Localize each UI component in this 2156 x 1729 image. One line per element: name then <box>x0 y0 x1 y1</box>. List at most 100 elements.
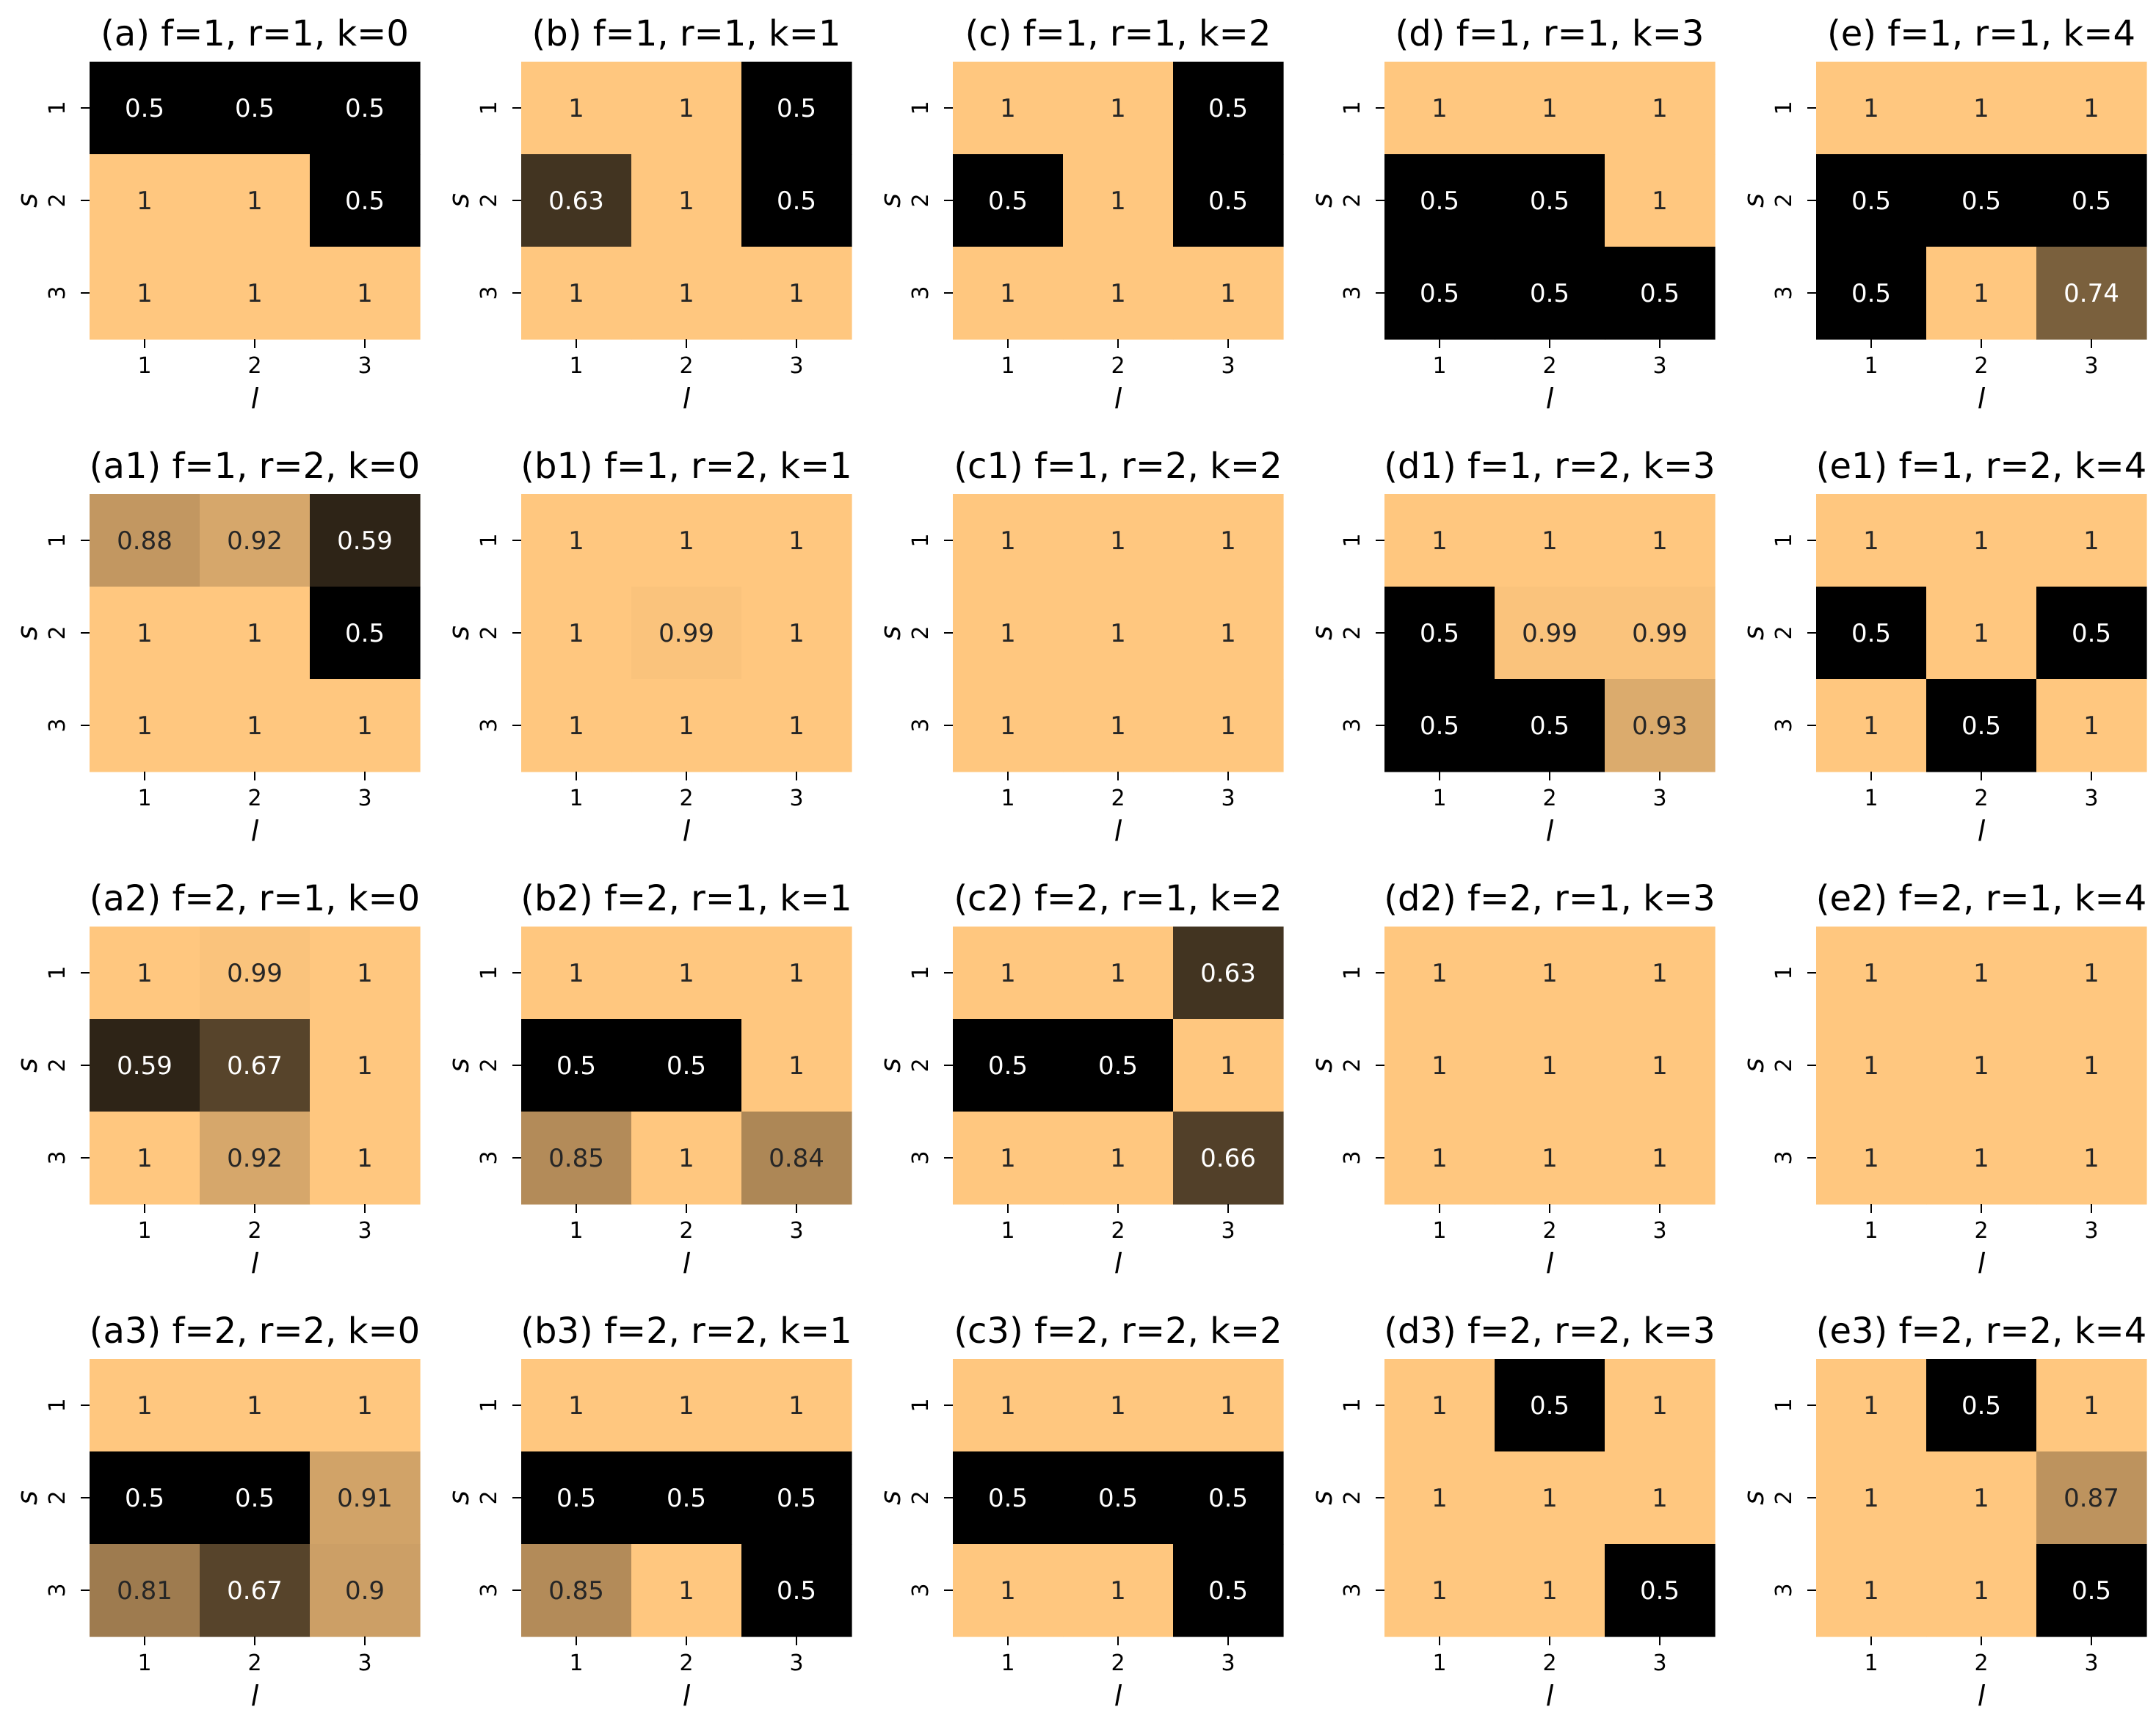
cell-value-label: 1 <box>678 279 694 308</box>
heatmap-cell <box>1926 927 2037 1020</box>
heatmap-cell <box>953 1019 1064 1112</box>
heatmap-cell <box>953 1359 1064 1452</box>
x-tick-label: 3 <box>2084 353 2098 379</box>
heatmap-cell <box>310 1112 421 1205</box>
cell-value-label: 0.5 <box>345 619 385 648</box>
y-tick-label: 2 <box>1340 1490 1365 1504</box>
heatmap-cell <box>521 587 632 680</box>
y-tick-label: 2 <box>476 1058 502 1072</box>
heatmap-cell <box>200 1451 311 1545</box>
cell-value-label: 1 <box>1542 94 1558 123</box>
x-tick-label: 3 <box>1652 1650 1666 1676</box>
heatmap-cell <box>200 62 311 155</box>
x-axis-label: l <box>1546 1680 1554 1712</box>
cell-value-label: 1 <box>357 1391 373 1421</box>
heatmap-cell <box>953 1544 1064 1637</box>
x-tick-label: 2 <box>679 1218 693 1244</box>
cell-value-label: 1 <box>1431 94 1448 123</box>
panel-title: (e2) f=2, r=1, k=4 <box>1816 878 2147 919</box>
panel-title: (e3) f=2, r=2, k=4 <box>1816 1311 2147 1352</box>
heatmap-cell <box>2036 1359 2147 1452</box>
cell-value-label: 1 <box>1652 186 1668 216</box>
x-tick-label: 1 <box>137 353 151 379</box>
y-tick-label: 1 <box>476 533 502 547</box>
heatmap-cell <box>741 494 852 587</box>
heatmap-panel: (a3) f=2, r=2, k=01 1 10.5 0.5 0.910.81 0.67 0… <box>11 1311 421 1712</box>
heatmap-cell <box>310 154 421 247</box>
y-tick-label: 2 <box>1771 1490 1797 1504</box>
heatmap-cell <box>741 927 852 1020</box>
heatmap-cell <box>2036 1112 2147 1205</box>
heatmap-cell <box>1384 679 1495 772</box>
panels: (a) f=1, r=1, k=0 0.5 0.5 0.5 1 1 0.5 1 1 1 1 2 3 1 2 3… <box>11 13 2147 1712</box>
cell-value-label: 1 <box>137 279 153 308</box>
heatmap-cell <box>200 587 311 680</box>
cell-value-label: 0.5 <box>667 1484 706 1513</box>
panel-title: (b3) f=2, r=2, k=1 <box>520 1311 852 1352</box>
heatmap-cell <box>1384 247 1495 340</box>
heatmap-cell <box>631 1112 742 1205</box>
heatmap-cell <box>631 587 742 680</box>
cell-value-label: 1 <box>1863 711 1879 741</box>
heatmap-cell <box>1926 247 2037 340</box>
y-tick-label: 2 <box>1771 1058 1797 1072</box>
cell-value-label: 1 <box>568 1391 584 1421</box>
heatmap-cell <box>90 154 200 247</box>
heatmap-cell <box>521 154 632 247</box>
heatmap-cell <box>953 587 1064 680</box>
cell-value-label: 0.5 <box>125 94 164 123</box>
y-axis-label: s <box>874 1058 907 1073</box>
heatmap-cell <box>521 1019 632 1112</box>
heatmap-cell <box>1063 62 1174 155</box>
cell-value-label: 0.63 <box>548 186 604 216</box>
heatmap-cell <box>631 927 742 1020</box>
heatmap-cell <box>741 1544 852 1637</box>
y-tick-label: 3 <box>476 286 502 300</box>
heatmap-cell <box>200 927 311 1020</box>
y-tick-label: 2 <box>45 193 70 207</box>
cell-value-label: 1 <box>137 619 153 648</box>
cell-value-label: 1 <box>678 94 694 123</box>
y-tick-label: 2 <box>908 193 934 207</box>
cell-value-label: 1 <box>788 279 805 308</box>
x-axis-label: l <box>1546 383 1554 415</box>
x-tick-label: 1 <box>1432 1218 1446 1244</box>
heatmap-cell <box>2036 1451 2147 1545</box>
heatmap-cell <box>90 1112 200 1205</box>
heatmap-cell <box>1605 1359 1716 1452</box>
cell-value-label: 0.92 <box>227 526 283 556</box>
heatmap-cell <box>1384 587 1495 680</box>
cell-value-label: 1 <box>1652 959 1668 988</box>
cell-value-label: 1 <box>568 959 584 988</box>
heatmap-panel: (e2) f=2, r=1, k=4 1 1 1 1 1 1 1 1 1 1 2 3 1 2 3 l s <box>1738 878 2147 1280</box>
cell-value-label: 1 <box>1973 619 1989 648</box>
cell-value-label: 0.5 <box>556 1051 596 1081</box>
y-tick-label: 1 <box>908 101 934 115</box>
y-tick-label: 1 <box>1340 533 1365 547</box>
heatmap-cell <box>1495 62 1605 155</box>
cell-value-label: 0.5 <box>988 1484 1028 1513</box>
x-tick-label: 3 <box>357 353 371 379</box>
cell-value-label: 0.5 <box>1208 186 1248 216</box>
cell-value-label: 1 <box>1652 1144 1668 1173</box>
cell-value-label: 0.99 <box>658 619 714 648</box>
heatmap-cell <box>1063 247 1174 340</box>
cell-value-label: 0.5 <box>1851 279 1891 308</box>
heatmap-cell <box>1926 154 2037 247</box>
heatmap-cell <box>1063 1451 1174 1545</box>
cell-value-label: 1 <box>1973 959 1989 988</box>
panel-title: (c3) f=2, r=2, k=2 <box>954 1311 1282 1352</box>
heatmap-cell <box>1816 154 1927 247</box>
y-tick-label: 3 <box>1340 1150 1365 1164</box>
cell-value-label: 0.67 <box>227 1051 283 1081</box>
y-axis-label: s <box>443 626 475 640</box>
panel-title: (c2) f=2, r=1, k=2 <box>954 878 1282 919</box>
y-axis-label: s <box>11 626 43 640</box>
cell-value-label: 1 <box>1110 186 1126 216</box>
heatmap-cell <box>1384 1359 1495 1452</box>
heatmap-cell <box>1495 679 1605 772</box>
x-axis-label: l <box>1114 1680 1122 1712</box>
heatmap-cell <box>1173 247 1284 340</box>
heatmap-cell <box>631 679 742 772</box>
cell-value-label: 0.5 <box>1530 279 1569 308</box>
